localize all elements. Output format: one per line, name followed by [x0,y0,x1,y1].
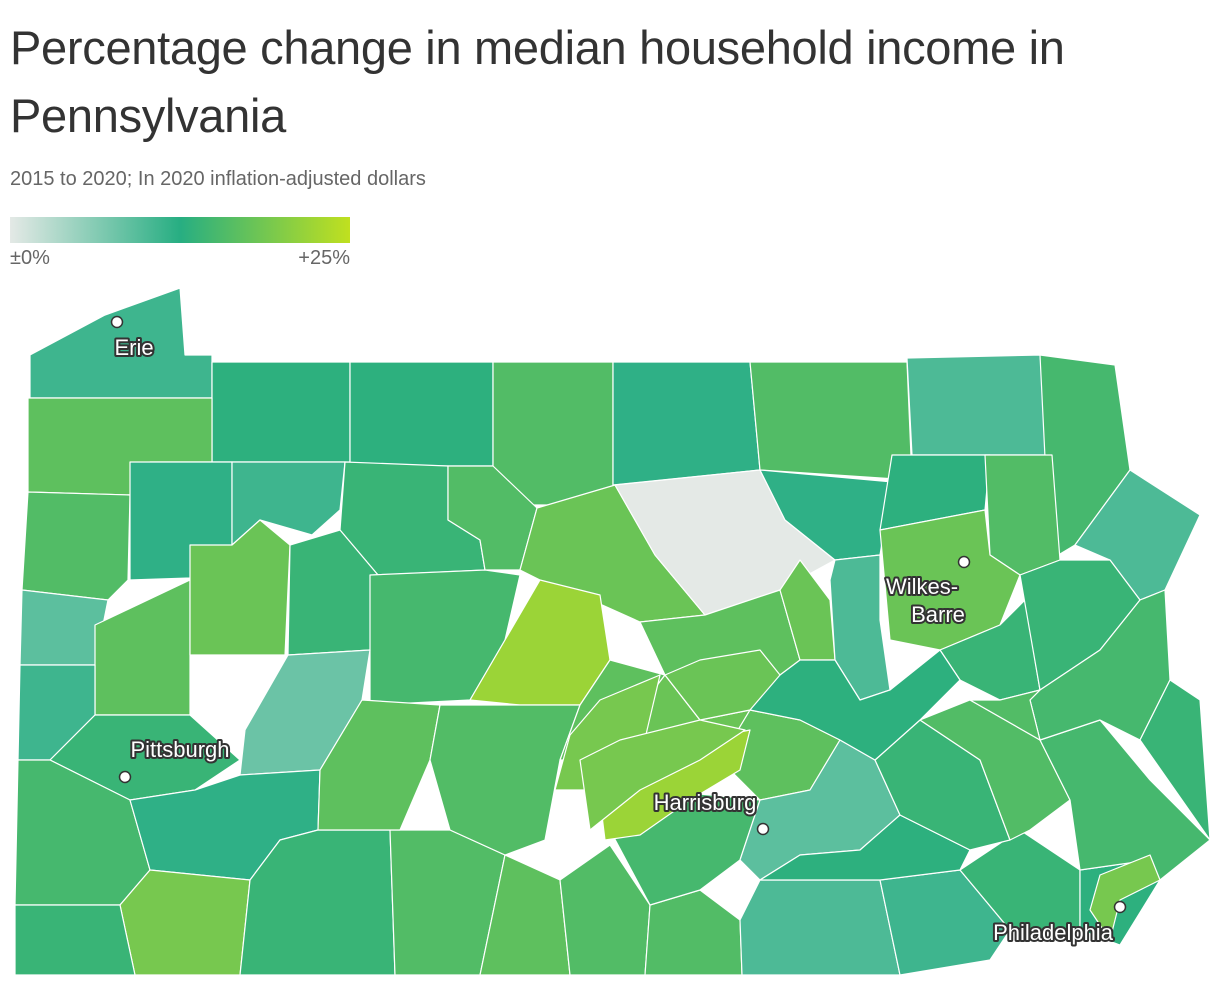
county-layer [15,288,1210,975]
city-dot [112,317,123,328]
county-region [15,905,135,975]
county-region [350,362,493,466]
county-region [750,362,912,480]
county-region [22,492,130,600]
city-label: Barre [911,602,965,627]
county-region [740,880,900,975]
county-region [212,362,350,462]
city-dot [758,824,769,835]
county-region [613,362,760,485]
county-region [95,580,190,715]
city-label: Philadelphia [993,920,1114,945]
city-label: Pittsburgh [130,737,229,762]
city-label: Harrisburg [654,790,757,815]
county-region [985,455,1060,575]
city-label: Wilkes- [886,574,958,599]
city-dot [959,557,970,568]
city-dot [1115,902,1126,913]
county-region [907,355,1050,455]
county-region [120,870,250,975]
city-dot [120,772,131,783]
city-label: Erie [114,335,153,360]
